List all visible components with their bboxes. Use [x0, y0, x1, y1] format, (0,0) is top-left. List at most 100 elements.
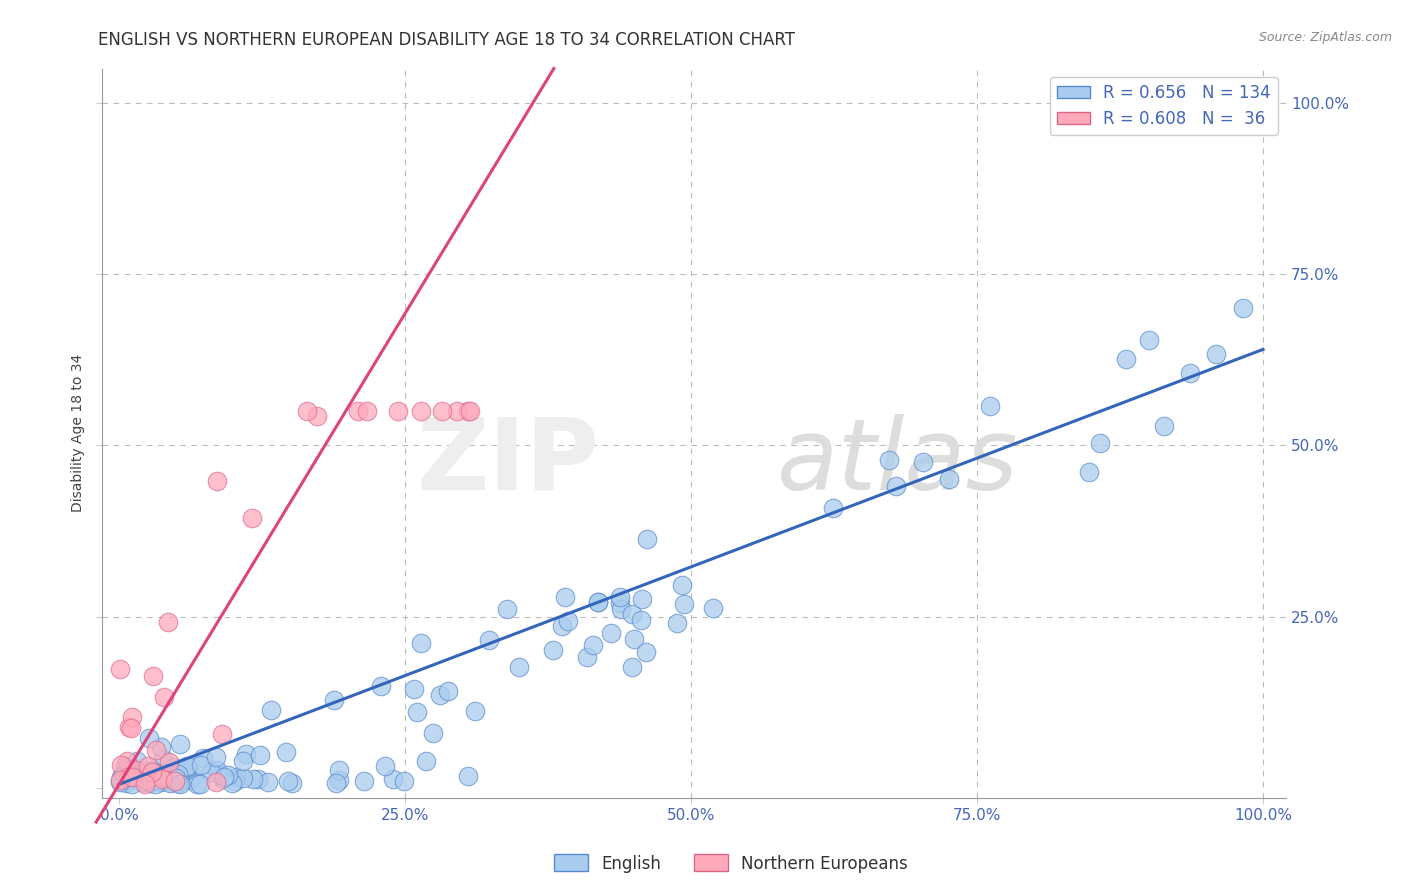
- Point: [110, 770, 132, 784]
- Point: [166, 766, 188, 780]
- Point: [356, 404, 378, 418]
- Point: [115, 775, 138, 789]
- Point: [169, 777, 191, 791]
- Point: [153, 690, 176, 704]
- Point: [132, 766, 155, 780]
- Point: [148, 767, 170, 781]
- Point: [142, 769, 165, 783]
- Point: [150, 766, 173, 780]
- Point: [176, 764, 198, 778]
- Legend: R = 0.656   N = 134, R = 0.608   N =  36: R = 0.656 N = 134, R = 0.608 N = 36: [1050, 77, 1278, 135]
- Point: [600, 626, 623, 640]
- Point: [141, 763, 163, 777]
- Text: Source: ZipAtlas.com: Source: ZipAtlas.com: [1258, 31, 1392, 45]
- Point: [295, 404, 318, 418]
- Point: [150, 770, 173, 784]
- Point: [127, 754, 149, 768]
- Point: [211, 727, 233, 741]
- Point: [370, 680, 392, 694]
- Point: [176, 759, 198, 773]
- Point: [221, 776, 243, 790]
- Point: [172, 764, 194, 778]
- Point: [630, 613, 652, 627]
- Point: [115, 772, 138, 787]
- Point: [156, 768, 179, 782]
- Point: [169, 737, 191, 751]
- Point: [257, 775, 280, 789]
- Point: [328, 763, 350, 777]
- Point: [114, 759, 136, 773]
- Point: [1205, 347, 1227, 361]
- Point: [134, 777, 156, 791]
- Point: [179, 773, 201, 788]
- Point: [139, 776, 162, 790]
- Point: [191, 751, 214, 765]
- Point: [277, 773, 299, 788]
- Point: [586, 595, 609, 609]
- Point: [877, 452, 900, 467]
- Point: [541, 643, 564, 657]
- Point: [634, 645, 657, 659]
- Point: [557, 615, 579, 629]
- Point: [217, 768, 239, 782]
- Point: [609, 596, 631, 610]
- Point: [166, 773, 188, 788]
- Point: [209, 768, 232, 782]
- Point: [165, 771, 187, 785]
- Point: [138, 731, 160, 746]
- Point: [186, 777, 208, 791]
- Point: [121, 770, 143, 784]
- Point: [305, 409, 328, 424]
- Point: [508, 660, 530, 674]
- Point: [620, 660, 643, 674]
- Point: [121, 769, 143, 783]
- Point: [212, 770, 235, 784]
- Point: [188, 777, 211, 791]
- Point: [422, 726, 444, 740]
- Point: [132, 772, 155, 786]
- Y-axis label: Disability Age 18 to 34: Disability Age 18 to 34: [72, 354, 86, 512]
- Point: [121, 763, 143, 777]
- Point: [582, 638, 605, 652]
- Point: [163, 771, 186, 785]
- Point: [430, 404, 453, 418]
- Point: [392, 773, 415, 788]
- Point: [146, 773, 169, 788]
- Point: [246, 772, 269, 786]
- Point: [551, 619, 574, 633]
- Point: [623, 632, 645, 646]
- Point: [328, 772, 350, 787]
- Point: [149, 740, 172, 755]
- Point: [156, 615, 179, 629]
- Point: [142, 768, 165, 782]
- Point: [353, 774, 375, 789]
- Point: [143, 777, 166, 791]
- Text: ZIP: ZIP: [416, 414, 599, 511]
- Point: [138, 759, 160, 773]
- Point: [1180, 366, 1202, 380]
- Point: [884, 479, 907, 493]
- Point: [232, 771, 254, 785]
- Point: [240, 511, 263, 525]
- Point: [610, 602, 633, 616]
- Point: [108, 774, 131, 789]
- Point: [129, 765, 152, 780]
- Point: [672, 597, 695, 611]
- Point: [176, 760, 198, 774]
- Text: ENGLISH VS NORTHERN EUROPEAN DISABILITY AGE 18 TO 34 CORRELATION CHART: ENGLISH VS NORTHERN EUROPEAN DISABILITY …: [98, 31, 796, 49]
- Point: [205, 475, 228, 489]
- Point: [636, 532, 658, 546]
- Point: [225, 770, 247, 784]
- Point: [157, 755, 180, 769]
- Point: [464, 704, 486, 718]
- Point: [172, 772, 194, 787]
- Point: [115, 754, 138, 768]
- Point: [702, 600, 724, 615]
- Point: [274, 746, 297, 760]
- Point: [630, 591, 652, 606]
- Point: [429, 688, 451, 702]
- Point: [141, 764, 163, 779]
- Point: [495, 602, 517, 616]
- Point: [142, 774, 165, 789]
- Point: [204, 775, 226, 789]
